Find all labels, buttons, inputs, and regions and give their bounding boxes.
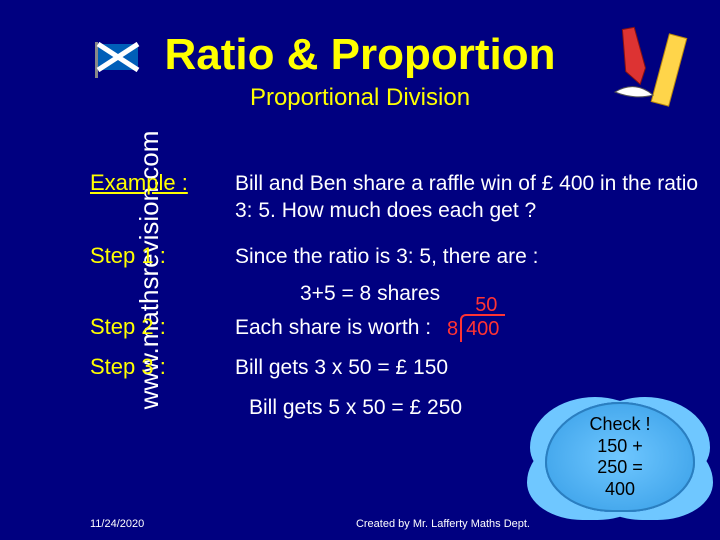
shares-line: 3+5 = 8 shares — [300, 282, 700, 306]
check-title: Check ! — [545, 414, 695, 436]
check-line: 150 + — [545, 436, 695, 458]
extra-text: Bill gets 5 x 50 = £ 250 — [249, 394, 462, 421]
step-label: Step 2 : — [90, 314, 235, 340]
step-row: Step 3 : Bill gets 3 x 50 = £ 150 — [90, 354, 700, 381]
content-area: Example : Bill and Ben share a raffle wi… — [90, 170, 700, 433]
footer: 11/24/2020 Created by Mr. Lafferty Maths… — [90, 518, 530, 530]
division-divisor: 8 — [447, 316, 458, 342]
division-quotient: 50 — [475, 292, 497, 318]
step-row: Step 1 : Since the ratio is 3: 5, there … — [90, 243, 700, 270]
step-text: Since the ratio is 3: 5, there are : — [235, 243, 539, 270]
footer-credit: Created by Mr. Lafferty Maths Dept. — [356, 518, 530, 530]
step-row: Step 2 : Each share is worth : 50 8400 — [90, 314, 700, 342]
check-cloud: Check ! 150 + 250 = 400 — [545, 402, 695, 512]
long-division: 50 8400 — [447, 314, 506, 342]
step-text: Bill gets 3 x 50 = £ 150 — [235, 354, 448, 381]
example-text: Bill and Ben share a raffle win of £ 400… — [235, 170, 700, 225]
footer-date: 11/24/2020 — [90, 518, 144, 530]
example-row: Example : Bill and Ben share a raffle wi… — [90, 170, 700, 225]
check-line: 250 = — [545, 457, 695, 479]
step-text-span: Each share is worth : — [235, 316, 431, 339]
step-text: Each share is worth : 50 8400 — [235, 314, 505, 342]
flag-icon — [95, 42, 145, 83]
check-line: 400 — [545, 479, 695, 501]
step-label: Step 3 : — [90, 354, 235, 380]
division-dividend: 400 — [460, 314, 505, 342]
example-label: Example : — [90, 170, 235, 196]
step-label: Step 1 : — [90, 243, 235, 269]
math-tools-icon — [605, 20, 700, 120]
